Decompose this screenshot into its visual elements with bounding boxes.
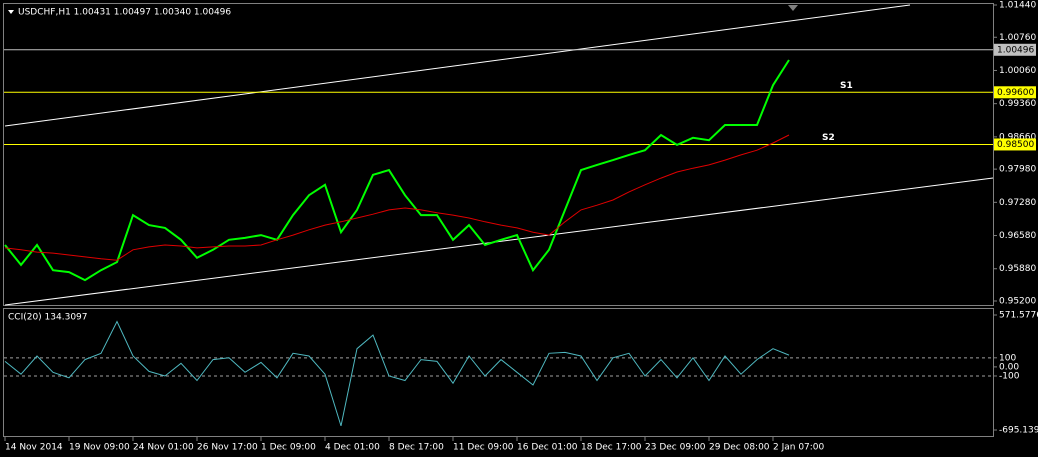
level-label: 1.00496 [997,45,1034,55]
cci-panel [3,308,994,437]
menu-arrow [8,10,14,14]
y-tick-label: 571.5776 [999,311,1038,321]
x-tick-label: 4 Dec 01:00 [325,443,380,453]
x-tick-label: 1 Dec 09:00 [261,443,316,453]
x-tick-label: 23 Dec 09:00 [645,443,706,453]
y-tick-label: 0.95880 [999,264,1036,274]
x-tick-label: 11 Dec 09:00 [453,443,514,453]
level-box [994,43,1036,56]
y-tick-label: 1.01440 [999,1,1036,11]
y-tick-label: -695.1398 [999,426,1038,436]
level-name: S2 [822,133,835,143]
x-tick-label: 16 Dec 01:00 [517,443,578,453]
y-tick-label: 0.97980 [999,165,1036,175]
y-tick-label: 0.99360 [999,99,1036,109]
series-line [4,320,790,427]
level-label: 0.98500 [997,140,1034,150]
channel-line [4,4,911,127]
x-tick-label: 2 Jan 07:00 [773,443,825,453]
x-tick-label: 29 Dec 08:00 [709,443,770,453]
level-label: 0.99600 [997,88,1034,98]
x-tick-label: 19 Nov 09:00 [69,443,130,453]
y-tick-label: 1.00060 [999,66,1036,76]
price-panel [3,3,994,306]
y-tick-label: 0.00 [999,362,1019,372]
y-tick-label: 0.96580 [999,231,1036,241]
y-tick-label: 0.95200 [999,297,1036,307]
indicator-title: CCI(20) 134.3097 [8,313,88,323]
y-tick-label: 1.00760 [999,33,1036,43]
x-tick-label: 18 Dec 17:00 [581,443,642,453]
x-tick-label: 26 Nov 17:00 [197,443,258,453]
level-box [994,138,1036,151]
x-tick-label: 14 Nov 2014 [5,443,63,453]
level-name: S1 [840,81,853,91]
marker [788,5,798,11]
series-line [4,59,790,282]
y-tick-label: -100 [999,371,1020,381]
series-line [4,134,790,261]
x-tick-label: 24 Nov 01:00 [133,443,194,453]
y-tick-label: 0.97280 [999,198,1036,208]
chart-title: USDCHF,H1 1.00431 1.00497 1.00340 1.0049… [18,8,231,18]
level-box [994,86,1036,99]
y-tick-label: 0.98660 [999,132,1036,142]
y-tick-label: 100 [999,353,1016,363]
x-tick-label: 8 Dec 17:00 [389,443,444,453]
